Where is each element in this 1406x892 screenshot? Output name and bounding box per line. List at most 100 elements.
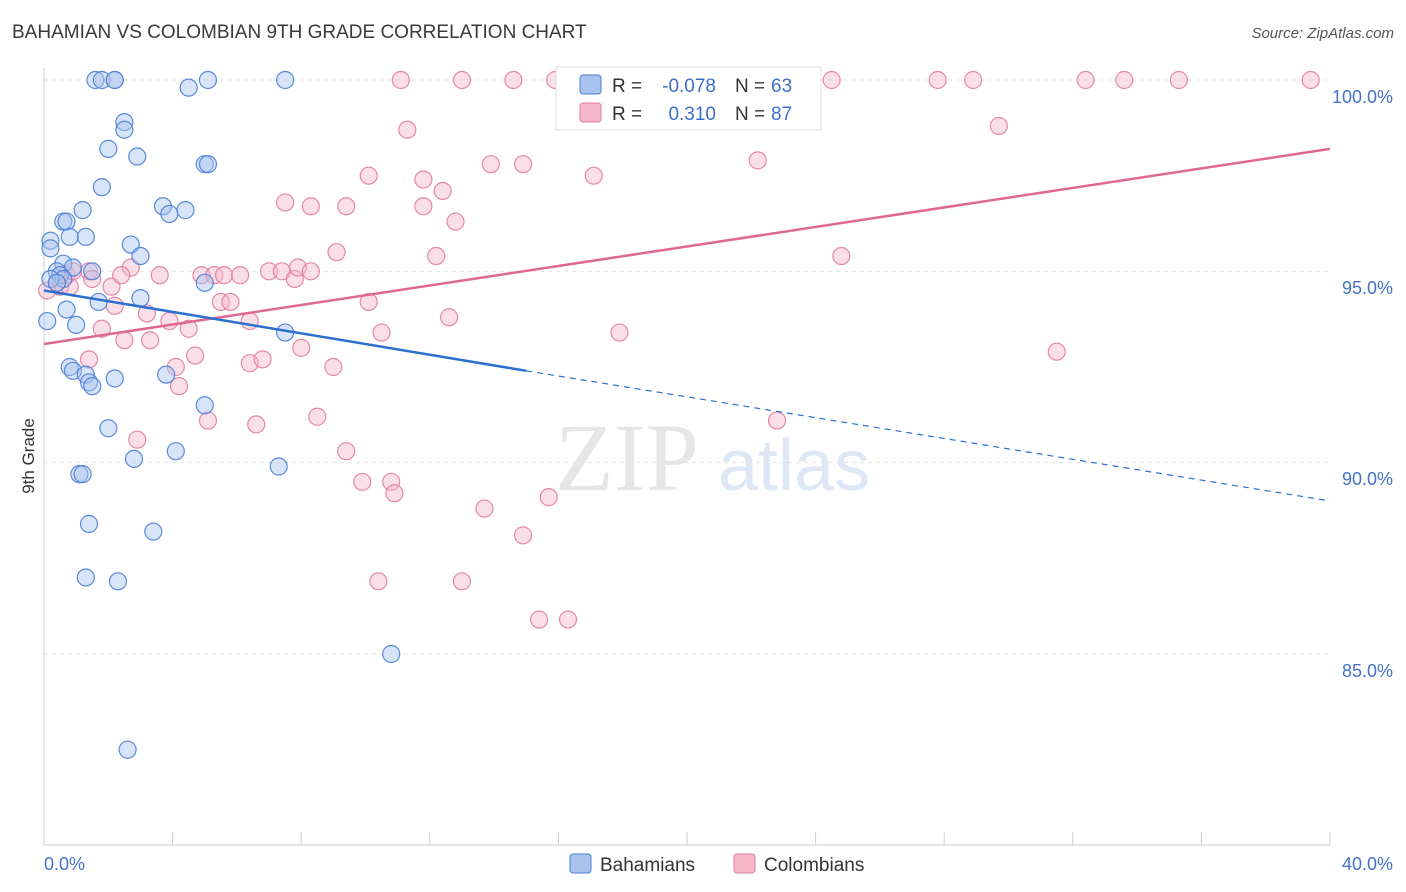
colombians-point-69 (253, 350, 272, 369)
colombians-point-8 (964, 70, 983, 90)
series-colombians-points (38, 70, 1320, 629)
bahamians-point-1 (92, 70, 111, 90)
colombians-point-14 (989, 116, 1008, 136)
colombians-point-34 (205, 266, 224, 285)
bahamians-point-35 (131, 289, 150, 308)
y-axis-label: 9th Grade (19, 418, 38, 494)
colombians-point-59 (92, 319, 111, 338)
colombians-point-32 (150, 266, 169, 285)
bahamians-point-36 (89, 292, 108, 312)
colombians-point-41 (301, 262, 320, 281)
y-tick-label-90: 90.0% (1342, 469, 1393, 489)
colombians-point-23 (301, 197, 320, 216)
colombians-point-64 (140, 331, 160, 350)
bahamians-point-16 (73, 201, 92, 220)
colombians-point-83 (475, 499, 494, 518)
bahamians-point-17 (160, 204, 179, 224)
bahamians-point-54 (73, 465, 92, 484)
bahamians-point-37 (57, 300, 76, 319)
x-tick-label-40: 40.0% (1342, 854, 1393, 874)
colombians-point-53 (359, 292, 378, 312)
y-tick-label-85: 85.0% (1342, 661, 1393, 681)
stats-r-label-bahamians: R = (612, 76, 642, 97)
bahamians-point-34 (195, 273, 214, 292)
colombians-point-85 (513, 526, 533, 545)
bahamians-point-6 (276, 70, 295, 90)
colombians-point-9 (1076, 70, 1095, 90)
bahamians-point-4 (179, 78, 198, 97)
gridlines (44, 79, 1330, 655)
colombians-point-78 (128, 430, 147, 449)
colombians-point-66 (1047, 342, 1066, 361)
bahamians-point-48 (195, 396, 214, 415)
colombians-point-81 (382, 472, 401, 491)
bahamians-point-47 (83, 377, 102, 396)
bahamians-point-50 (166, 442, 185, 461)
colombians-point-39 (285, 269, 304, 289)
colombians-point-44 (83, 269, 102, 289)
colombians-point-19 (414, 170, 433, 189)
bahamians-trend-extension (526, 370, 1331, 502)
colombians-point-13 (398, 120, 417, 139)
colombians-point-60 (179, 319, 198, 338)
bahamians-point-5 (198, 70, 218, 90)
bahamians-point-39 (67, 315, 86, 335)
bahamians-point-55 (79, 514, 99, 533)
colombians-point-35 (214, 266, 234, 285)
colombians-point-15 (481, 155, 500, 174)
colombians-point-26 (446, 212, 465, 231)
bottom-legend: Bahamians Colombians (569, 853, 864, 876)
colombians-point-80 (353, 472, 372, 491)
colombians-point-52 (221, 292, 240, 312)
stats-n-value-bahamians: 63 (771, 76, 792, 97)
colombians-point-29 (832, 246, 851, 266)
colombians-point-89 (558, 610, 578, 629)
colombians-point-74 (198, 411, 218, 430)
colombians-point-20 (584, 166, 603, 185)
colombians-point-63 (115, 331, 134, 350)
colombians-trend-line (43, 147, 1331, 346)
bahamians-point-15 (176, 201, 195, 220)
colombians-point-6 (822, 70, 841, 90)
bahamians-point-59 (382, 644, 401, 664)
colombians-point-11 (1169, 70, 1188, 90)
colombians-point-77 (767, 411, 787, 430)
colombians-point-87 (452, 572, 472, 591)
colombians-point-28 (427, 246, 446, 266)
colombians-point-70 (79, 350, 99, 369)
chart-source: Source: ZipAtlas.com (1251, 25, 1394, 42)
bahamians-point-3 (105, 70, 124, 90)
chart-title: BAHAMIAN VS COLOMBIAN 9TH GRADE CORRELAT… (12, 22, 587, 43)
colombians-point-61 (372, 323, 391, 342)
colombians-point-7 (928, 70, 947, 90)
colombians-point-16 (513, 155, 533, 174)
colombians-point-0 (391, 70, 410, 90)
colombians-point-22 (276, 193, 295, 212)
colombians-point-62 (610, 323, 629, 342)
bahamians-point-57 (76, 568, 95, 587)
colombians-point-82 (385, 484, 404, 503)
bahamians-point-19 (57, 212, 76, 231)
x-axis-ticks (43, 832, 1331, 845)
bahamians-point-0 (86, 70, 105, 90)
stats-legend: R = -0.078 N = 63 R = 0.310 N = 87 (555, 66, 822, 131)
colombians-point-58 (439, 308, 459, 327)
legend-swatch-colombians (733, 853, 756, 874)
bahamians-point-56 (144, 522, 163, 541)
colombians-point-86 (369, 572, 388, 591)
bahamians-point-21 (60, 227, 79, 246)
bahamians-point-20 (76, 227, 95, 246)
bahamians-point-25 (131, 246, 150, 266)
colombians-point-12 (1301, 70, 1320, 90)
bahamians-point-38 (38, 311, 57, 331)
colombians-point-46 (112, 266, 131, 285)
stats-n-label-colombians: N = (735, 104, 765, 125)
colombians-point-57 (240, 311, 259, 331)
colombians-point-24 (337, 197, 356, 216)
legend-label-bahamians: Bahamians (600, 855, 695, 876)
colombians-point-54 (105, 296, 124, 315)
bahamians-point-49 (99, 419, 118, 438)
bahamians-point-58 (108, 572, 128, 591)
stats-r-value-colombians: 0.310 (668, 104, 716, 125)
